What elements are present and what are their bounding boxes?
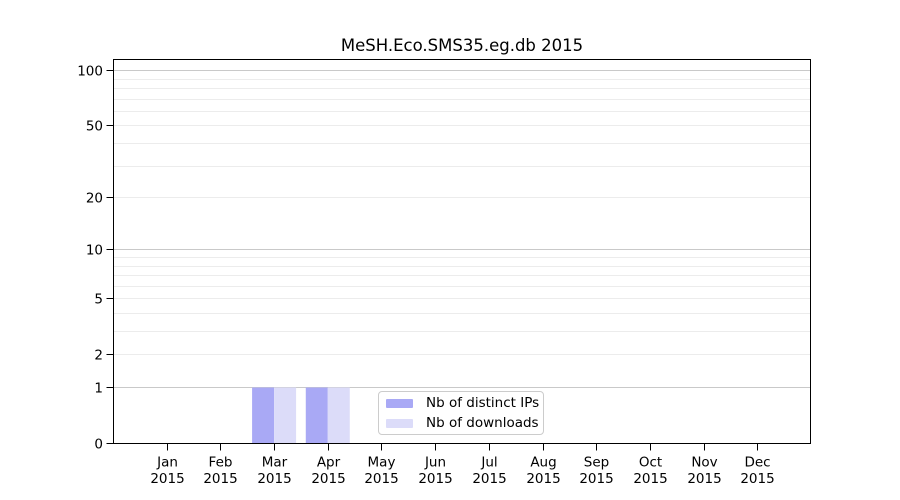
y-tick-label: 100 — [77, 63, 103, 79]
legend-label-downloads: Nb of downloads — [426, 415, 539, 431]
bar-apr-s0 — [305, 387, 328, 444]
y-tick-label: 0 — [94, 436, 103, 452]
legend-swatch-distinct-ips — [386, 398, 413, 408]
x-tick-label: Jun 2015 — [418, 455, 452, 488]
bar-apr-s1 — [327, 387, 350, 444]
legend-label-distinct-ips: Nb of distinct IPs — [426, 395, 540, 411]
legend-swatch-downloads — [386, 418, 413, 428]
chart-title: MeSH.Eco.SMS35.eg.db 2015 — [340, 36, 584, 55]
x-tick-label: Aug 2015 — [526, 455, 560, 488]
y-tick-label: 50 — [86, 118, 103, 134]
x-tick-label: Apr 2015 — [311, 455, 345, 488]
y-tick-label: 1 — [94, 380, 103, 396]
legend: Nb of distinct IPs Nb of downloads — [378, 391, 544, 435]
x-tick-label: Dec 2015 — [740, 455, 774, 488]
x-tick-label: Sep 2015 — [579, 455, 613, 488]
x-tick-label: Jul 2015 — [472, 455, 506, 488]
y-tick-label: 20 — [86, 190, 103, 206]
x-tick-label: Oct 2015 — [633, 455, 667, 488]
x-tick-label: Mar 2015 — [257, 455, 291, 488]
x-tick-label: May 2015 — [364, 455, 398, 488]
legend-item-downloads: Nb of downloads — [386, 415, 539, 431]
x-tick-label: Jan 2015 — [150, 455, 184, 488]
y-tick-label: 2 — [94, 347, 103, 363]
y-tick-label: 10 — [86, 242, 103, 258]
legend-item-distinct-ips: Nb of distinct IPs — [386, 395, 539, 411]
bar-mar-s1 — [274, 387, 297, 444]
x-tick-label: Nov 2015 — [687, 455, 721, 488]
y-tick-label: 5 — [94, 291, 103, 307]
x-tick-label: Feb 2015 — [203, 455, 237, 488]
plot-frame — [113, 59, 811, 444]
bar-mar-s0 — [252, 387, 275, 444]
